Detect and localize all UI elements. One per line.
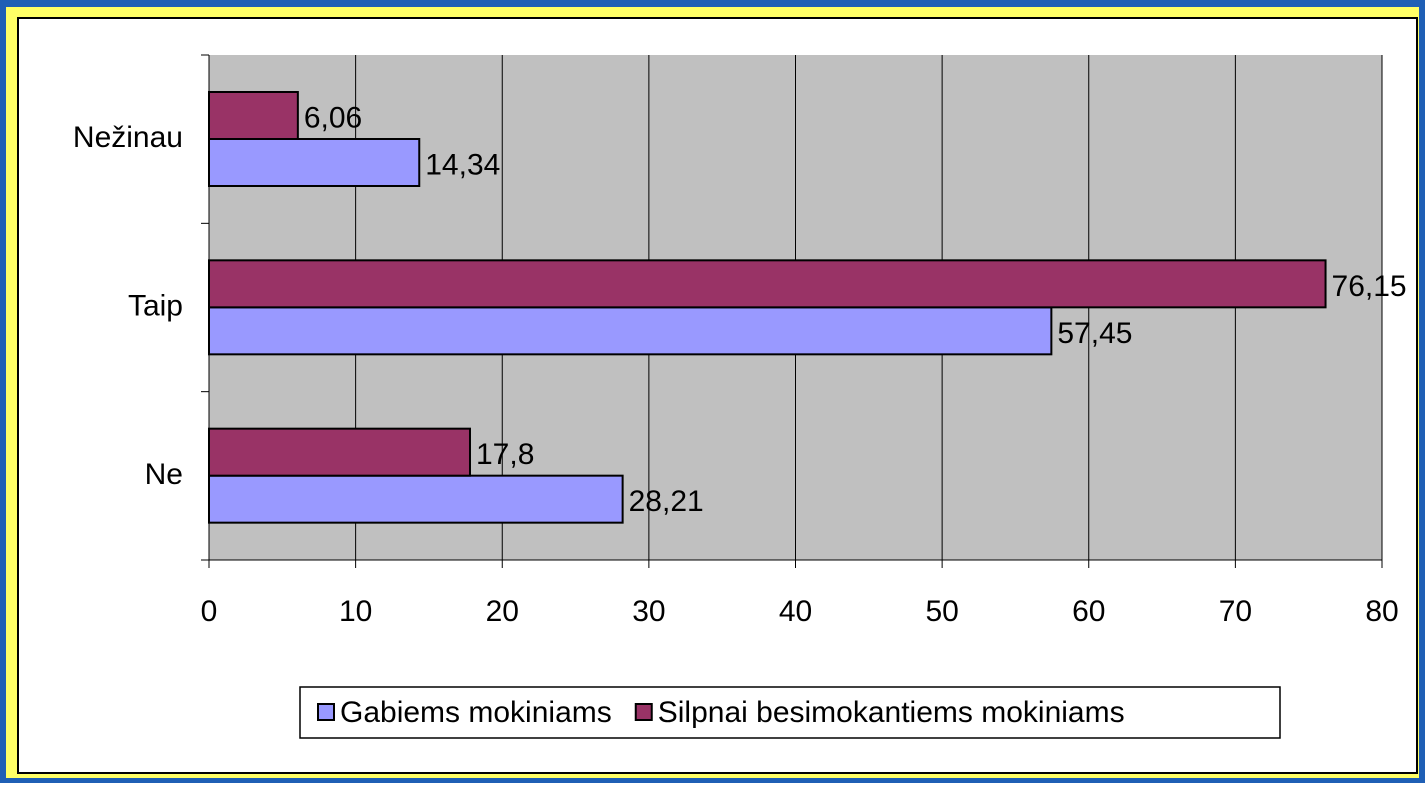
y-tick-label: Nežinau	[73, 121, 183, 154]
data-label: 6,06	[304, 101, 362, 134]
y-tick-label: Ne	[145, 458, 183, 491]
data-label: 17,8	[476, 438, 534, 471]
bar	[208, 306, 1053, 356]
x-tick-label: 20	[486, 595, 519, 628]
legend-label: Silpnai besimokantiems mokiniams	[658, 696, 1125, 729]
data-label: 76,15	[1332, 270, 1407, 303]
x-tick-label: 40	[779, 595, 812, 628]
bar	[208, 259, 1327, 309]
legend	[299, 686, 1281, 739]
data-label: 14,34	[425, 148, 500, 181]
x-tick-label: 30	[632, 595, 665, 628]
x-tick-label: 0	[201, 595, 218, 628]
legend-marker	[317, 703, 335, 721]
x-tick-label: 80	[1365, 595, 1398, 628]
x-tick-label: 50	[925, 595, 958, 628]
x-tick-label: 60	[1072, 595, 1105, 628]
x-tick-label: 10	[339, 595, 372, 628]
legend-marker	[634, 703, 653, 721]
data-label: 57,45	[1057, 317, 1132, 350]
bar	[208, 91, 299, 140]
bar	[208, 138, 421, 187]
y-tick-label: Taip	[128, 289, 183, 322]
bar	[208, 427, 471, 477]
legend-label: Gabiems mokiniams	[340, 696, 612, 729]
x-tick-label: 70	[1219, 595, 1252, 628]
bar	[208, 474, 624, 524]
data-label: 28,21	[629, 485, 704, 518]
